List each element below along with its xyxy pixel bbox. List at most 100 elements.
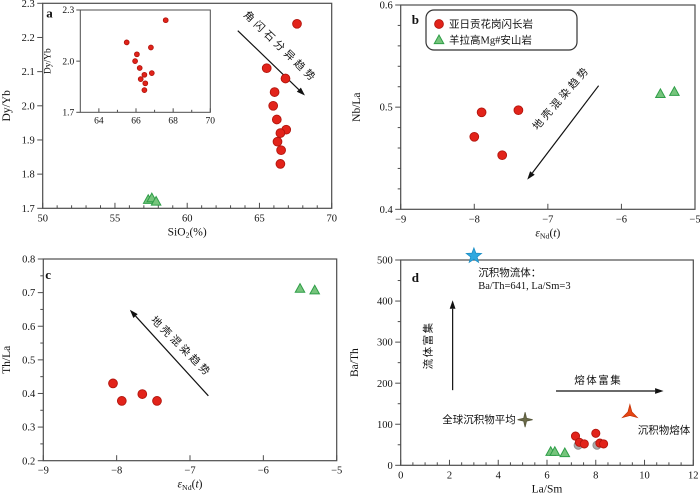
panel-letter: a	[46, 5, 53, 20]
panel-letter: c	[45, 267, 51, 282]
series-triangle	[654, 85, 680, 99]
annotation-text: 全球沉积物平均	[442, 413, 515, 426]
y-tick-label: 0.4	[22, 389, 36, 400]
data-point	[469, 131, 480, 142]
inset-y-tick-label: 2.0	[62, 57, 74, 67]
panel-c-thla-vs-endt: −9 −8 −7 −6 −5 0.2 0.3 0.4 0.5 0.6 0.7 0.8 εNd(t) Th/…	[0, 249, 350, 498]
annotation-text: 地壳混染趋势	[148, 313, 214, 379]
y-tick-label: 0.6	[22, 322, 35, 333]
inset-data-point	[148, 44, 154, 51]
data-point	[280, 73, 291, 84]
data-point	[261, 63, 272, 74]
y-tick-label: 0.2	[22, 456, 35, 467]
data-point	[654, 87, 666, 99]
y-tick-label: 0.5	[380, 103, 393, 114]
inset-data-point	[141, 87, 148, 93]
trend-arrow	[449, 300, 456, 391]
y-tick-label: 2.3	[22, 0, 35, 10]
data-point	[599, 439, 609, 449]
y-axis-label: Ba/Th	[349, 348, 361, 377]
inset-data-point	[162, 17, 169, 24]
x-tick-label: 65	[254, 213, 265, 224]
data-point	[294, 282, 306, 293]
trend-arrow	[556, 388, 664, 394]
y-axis-label: Nb/La	[351, 92, 363, 121]
inset-data-point	[148, 70, 155, 76]
legend-label: 亚日贡花岗闪长岩	[449, 18, 533, 31]
inset-data-point	[123, 39, 130, 46]
y-tick-label: 2.2	[22, 33, 35, 44]
star5-marker	[465, 246, 483, 264]
y-tick-label: 500	[377, 256, 393, 267]
x-tick-label: −7	[184, 466, 195, 477]
y-tick-label: 2.1	[22, 67, 35, 78]
panel-letter: b	[412, 12, 419, 27]
inset-x-tick-label: 68	[168, 116, 178, 126]
y-tick-label: 0.4	[380, 205, 394, 216]
x-tick-label: −7	[542, 214, 553, 225]
data-point	[271, 114, 282, 125]
data-point	[276, 145, 286, 156]
data-point	[275, 128, 286, 138]
panel-b-nbla-vs-endt: −9 −8 −7 −6 −5 0.4 0.5 0.6 εNd(t) Nb/La 地壳混染趋势 b 亚日贡…	[350, 0, 700, 249]
data-point	[137, 389, 148, 399]
y-tick-label: 100	[377, 420, 393, 431]
legend-marker-circle	[434, 19, 444, 29]
x-tick-label: 70	[326, 213, 337, 224]
y-tick-label: 0.7	[22, 288, 35, 299]
series-triangle	[545, 445, 571, 458]
annotation-text: 地壳混染趋势	[530, 63, 593, 133]
inset-data-point	[142, 80, 149, 87]
x-axis-label: La/Sm	[532, 483, 563, 495]
trend-arrow	[129, 309, 209, 397]
inset-x-tick-label: 66	[131, 116, 141, 126]
x-tick-label: 0	[398, 470, 403, 481]
data-point	[108, 378, 118, 389]
inset-y-axis-label: Dy/Yb	[43, 48, 53, 74]
inset-y-tick-label: 1.7	[62, 109, 74, 119]
data-point	[549, 445, 561, 456]
series-triangle	[142, 192, 162, 206]
series-triangle	[294, 282, 321, 295]
x-tick-label: −8	[469, 214, 480, 225]
data-point	[513, 105, 524, 116]
x-tick-label: 4	[496, 470, 502, 481]
panel-a-dyyb-vs-sio2: 50 55 60 65 70 1.7 1.8 1.9 2.0 2.1 2.2 2.3 SiO2(%) Dy…	[0, 0, 350, 249]
inset-x-tick-label: 64	[94, 116, 104, 126]
series-circle	[261, 18, 302, 169]
x-tick-label: 50	[37, 213, 48, 224]
x-tick-label: −8	[111, 466, 122, 477]
x-tick-label: 60	[182, 213, 193, 224]
x-tick-label: −9	[395, 214, 406, 225]
data-point	[579, 439, 589, 449]
annotation-text: 流体富集	[422, 321, 435, 369]
x-axis-label: SiO2(%)	[168, 226, 207, 239]
y-tick-label: 2.0	[22, 101, 35, 112]
data-point	[292, 18, 302, 29]
inset-data-point	[137, 76, 144, 82]
y-tick-label: 0.6	[380, 1, 393, 12]
legend-marker-triangle	[433, 33, 445, 45]
star4-marker	[517, 412, 533, 428]
y-tick-label: 400	[377, 297, 393, 308]
axes: 50 55 60 65 70 1.7 1.8 1.9 2.0 2.1 2.2 2.3	[22, 0, 337, 224]
data-point	[559, 446, 571, 458]
x-tick-label: −6	[616, 214, 627, 225]
panel-d-bath-vs-lasm: 0 2 4 6 8 10 12 0 100 200 300 400 500 La/Sm Ba/Th 沉积物流体…	[349, 246, 700, 498]
panel-letter: d	[412, 270, 420, 285]
data-point	[591, 428, 601, 438]
series-circle	[469, 105, 524, 161]
data-point	[269, 87, 280, 97]
series-circle	[108, 378, 162, 406]
annotation-text: Ba/Th=641, La/Sm=3	[478, 281, 570, 292]
y-tick-label: 0.3	[22, 423, 35, 434]
data-point	[152, 396, 162, 406]
y-axis-label: Th/La	[1, 346, 13, 374]
panel-d-plot: 0 2 4 6 8 10 12 0 100 200 300 400 500 La/Sm Ba/Th 沉积物流体…	[349, 246, 699, 495]
x-axis-label: εNd(t)	[535, 227, 560, 240]
y-tick-label: 0.8	[22, 255, 35, 266]
x-tick-label: 8	[593, 470, 598, 481]
x-tick-label: 55	[110, 213, 121, 224]
